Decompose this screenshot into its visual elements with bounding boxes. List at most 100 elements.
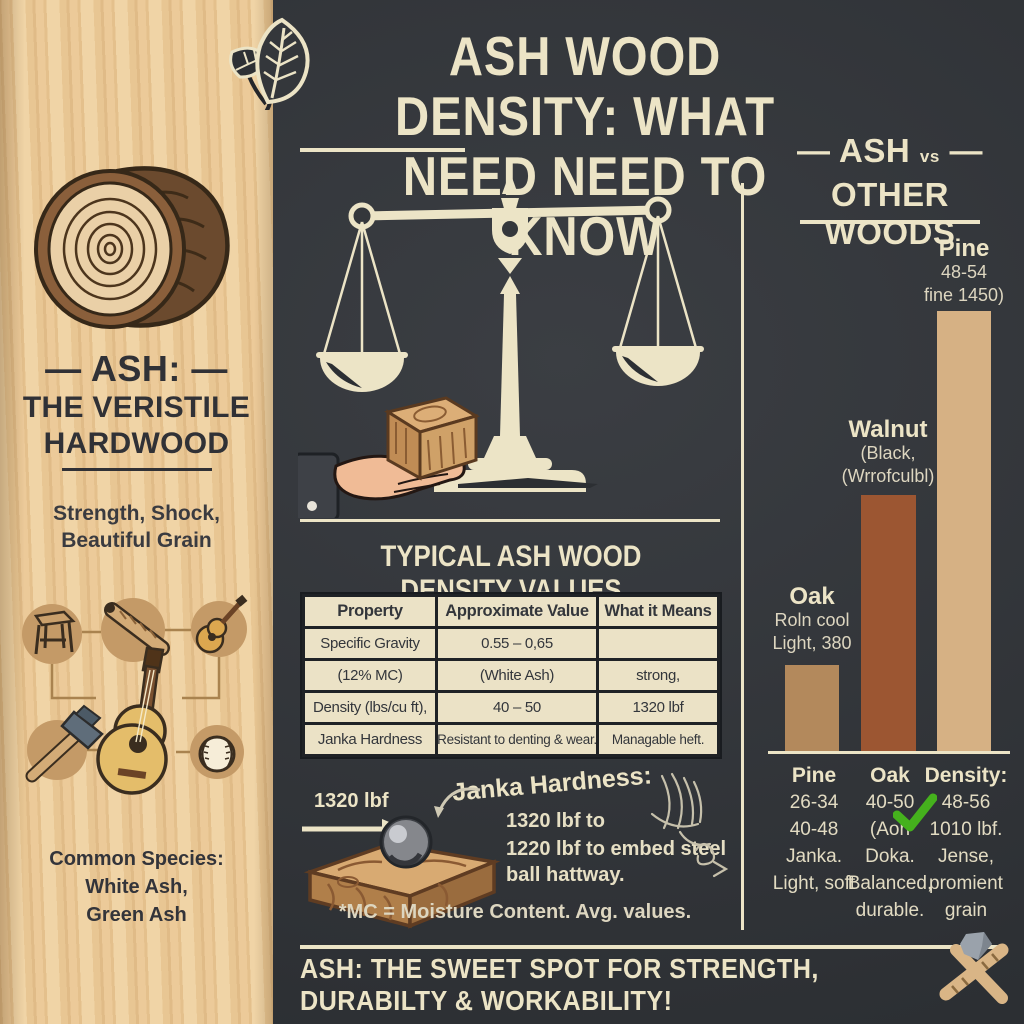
bar-label-sub: Roln cool — [774, 610, 850, 630]
bar-pine — [937, 311, 991, 751]
col-label-line: Pine — [791, 764, 837, 787]
dash-right: — — [949, 132, 983, 169]
table-cell: 0.55 – 0,65 — [438, 629, 596, 658]
col-label-line: 40-50 — [865, 792, 915, 813]
title-line1: ASH WOOD DENSITY: WHAT — [395, 25, 775, 147]
col-label-line: durable. — [855, 900, 925, 921]
footer-banner: ASH: THE SWEET SPOT FOR STRENGTH, DURABI… — [300, 953, 1000, 1017]
tagline-line2: Beautiful Grain — [61, 529, 212, 552]
col-label-line: Density: — [924, 764, 1008, 787]
dash-left: — — [45, 348, 82, 389]
table-cell: strong, — [599, 661, 717, 690]
sidebar-heading: — ASH: — THE VERISTILE HARDWOOD — [0, 348, 273, 462]
chart-col-label-1: Pine 26-34 40-48 Janka. Light, soft — [766, 762, 862, 897]
sidebar-heading-line3: HARDWOOD — [43, 427, 230, 460]
comparison-heading: — ASH vs — OTHER WOODS — [772, 132, 1008, 252]
bar-label-sub: fine 1450) — [923, 285, 1005, 305]
leaf-icon — [229, 17, 310, 110]
col-label-line: Oak — [870, 764, 910, 787]
density-table: Property Approximate Value What it Means… — [300, 592, 722, 759]
chart-col-label-3: Density: 48-56 1010 lbf. Jense, promient… — [918, 762, 1014, 924]
wood-plank-illustration — [303, 815, 501, 929]
hand-with-wood-block-illustration — [298, 396, 480, 518]
col-label-line: 40-48 — [789, 819, 839, 840]
footer-divider — [300, 945, 1005, 949]
table-cell: Janka Hardness — [305, 725, 435, 754]
col-label-line: Janka. — [786, 846, 842, 867]
log-illustration — [34, 166, 230, 329]
table-cell: 1320 lbf — [599, 693, 717, 722]
scribble-doodle — [650, 772, 729, 878]
col-header-approx-value: Approximate Value — [438, 597, 596, 626]
curved-arrow-icon — [434, 787, 481, 818]
vertical-divider — [741, 183, 744, 930]
col-label-line: Jense, — [938, 846, 994, 867]
page-title: ASH WOOD DENSITY: WHAT NEED NEED TO KNOW — [295, 26, 875, 266]
balance-scale-illustration — [298, 172, 704, 518]
steel-ball-illustration — [379, 815, 433, 869]
janka-line2: 1220 lbf to embed steel — [506, 838, 727, 860]
table-cell: 40 – 50 — [438, 693, 596, 722]
bar-label-sub: (Black, — [860, 443, 916, 463]
ash-uses-icon-cluster — [22, 594, 248, 795]
bar-label-walnut: Walnut (Black, (Wrrofculbl) — [832, 418, 944, 488]
col-header-meaning: What it Means — [599, 597, 717, 626]
bar-label-title: Walnut — [848, 416, 928, 443]
bar-walnut — [861, 495, 916, 751]
table-cell: (12% MC) — [305, 661, 435, 690]
janka-arrow-label: 1320 lbf — [314, 790, 389, 812]
tagline-line1: Strength, Shock, — [53, 502, 220, 525]
table-cell: (White Ash) — [438, 661, 596, 690]
footer-banner-text: ASH: THE SWEET SPOT FOR STRENGTH, DURABI… — [300, 953, 819, 1016]
table-cell: Resistant to denting & wear. — [438, 725, 596, 754]
sidebar-heading-line2: THE VERISTILE — [22, 391, 251, 424]
sidebar-tagline: Strength, Shock, Beautiful Grain — [0, 500, 273, 554]
section-divider — [300, 519, 720, 522]
comparison-heading-vs: vs — [919, 147, 940, 166]
bar-label-sub: 48-54 — [940, 262, 988, 282]
table-cell — [599, 629, 717, 658]
bar-chart — [768, 310, 1010, 753]
col-label-line: 48-56 — [941, 792, 991, 813]
col-label-line: 26-34 — [789, 792, 839, 813]
col-label-line: Light, soft — [772, 873, 856, 894]
bar-oak — [785, 665, 839, 751]
bar-label-oak: Oak Roln cool Light, 380 — [756, 585, 868, 655]
bar-label-title: Oak — [789, 583, 835, 610]
chart-col-label-2: Oak 40-50 (Aoh Doka. Balanced, durable. — [842, 762, 938, 924]
col-label-line: Doka. — [865, 846, 915, 867]
sidebar-heading-underline — [62, 468, 212, 471]
chart-baseline — [768, 751, 1010, 754]
dash-right: — — [191, 348, 228, 389]
bar-label-sub: Light, 380 — [772, 633, 852, 653]
sidebar-species: Common Species: White Ash, Green Ash — [0, 845, 273, 929]
crossed-tools-icon — [939, 932, 1009, 1004]
guitar-icon — [96, 646, 168, 795]
title-underline — [300, 148, 465, 152]
comparison-heading-underline — [800, 220, 980, 224]
comparison-heading-ash: ASH — [839, 132, 911, 169]
dash-left: — — [797, 132, 831, 169]
check-icon — [893, 793, 937, 832]
baseball-bat-icon — [104, 602, 170, 656]
bar-label-pine: Pine 48-54 fine 1450) — [908, 237, 1020, 307]
stool-icon — [33, 610, 76, 655]
footnote: *MC = Moisture Content. Avg. values. — [338, 901, 692, 923]
hammer-icon — [25, 704, 104, 783]
col-header-property: Property — [305, 597, 435, 626]
ukulele-icon — [195, 594, 248, 654]
baseball-icon — [198, 735, 236, 773]
species-line1: White Ash, — [85, 876, 188, 898]
sidebar-heading-ash: ASH: — [90, 348, 181, 389]
table-cell: Density (lbs/cu ft), — [305, 693, 435, 722]
janka-line1: 1320 lbf to — [506, 810, 605, 832]
col-label-line: 1010 lbf. — [929, 819, 1003, 840]
title-line2: NEED NEED TO KNOW — [402, 145, 768, 267]
species-heading: Common Species: — [49, 848, 224, 870]
col-label-line: Balanced, — [847, 873, 933, 894]
table-cell: Managable heft. — [599, 725, 717, 754]
bar-label-sub: (Wrrofculbl) — [841, 466, 935, 486]
col-label-line: (Aoh — [869, 819, 911, 840]
janka-line3: ball hattway. — [506, 864, 625, 886]
